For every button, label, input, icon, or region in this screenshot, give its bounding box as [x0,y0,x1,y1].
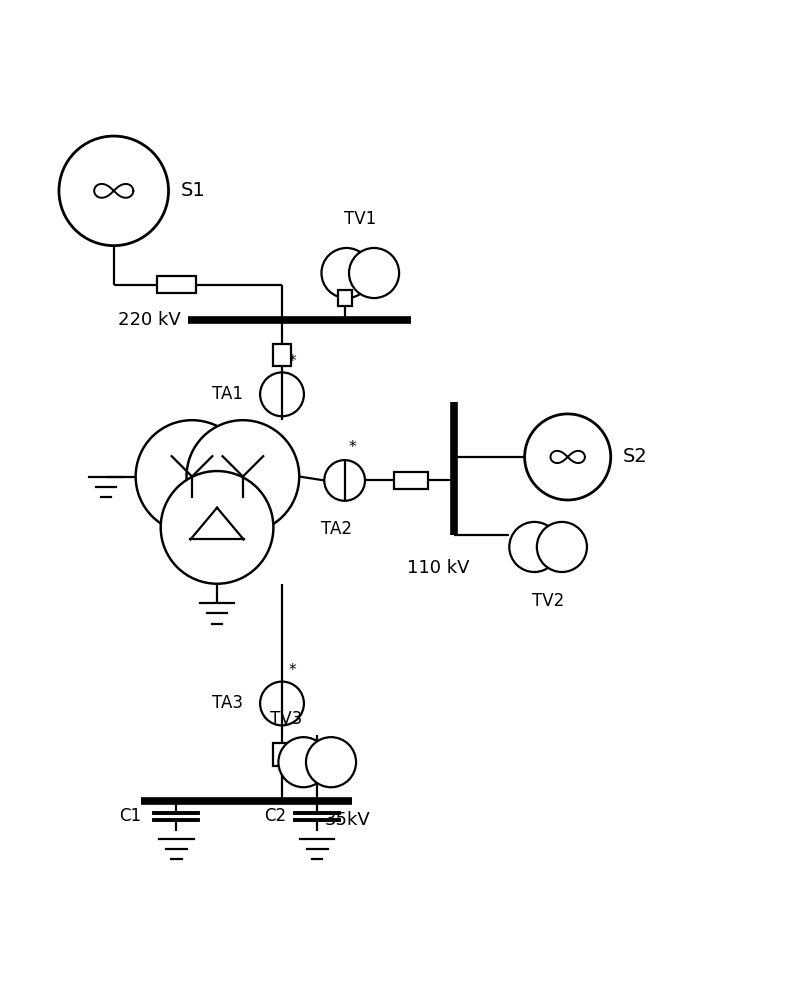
Bar [157,276,196,293]
Circle shape [161,471,274,584]
Circle shape [321,248,372,298]
Bar [274,743,290,766]
Circle shape [260,372,304,416]
Text: *: * [349,440,356,455]
Circle shape [278,737,328,787]
Text: *: * [288,354,296,369]
Text: TA1: TA1 [211,385,243,403]
Bar [274,344,290,366]
Bar [338,290,352,306]
Text: *: * [288,663,296,678]
Circle shape [324,460,365,501]
Circle shape [537,522,587,572]
Circle shape [135,420,248,533]
Circle shape [349,248,399,298]
Circle shape [524,414,611,500]
Text: TV3: TV3 [271,710,302,728]
Circle shape [187,420,299,533]
Circle shape [509,522,559,572]
Text: C2: C2 [264,807,286,825]
Text: TV1: TV1 [344,210,377,228]
Text: TA3: TA3 [211,694,243,712]
Text: 110 kV: 110 kV [407,559,470,577]
Text: S2: S2 [623,447,647,466]
Circle shape [306,737,356,787]
Text: TA2: TA2 [321,520,352,538]
Text: TV2: TV2 [532,592,564,610]
Bar [394,472,429,489]
Text: 220 kV: 220 kV [118,311,180,329]
Text: S1: S1 [180,181,205,200]
Circle shape [59,136,168,246]
Text: C1: C1 [119,807,141,825]
Circle shape [260,682,304,725]
Text: 35kV: 35kV [325,811,371,829]
